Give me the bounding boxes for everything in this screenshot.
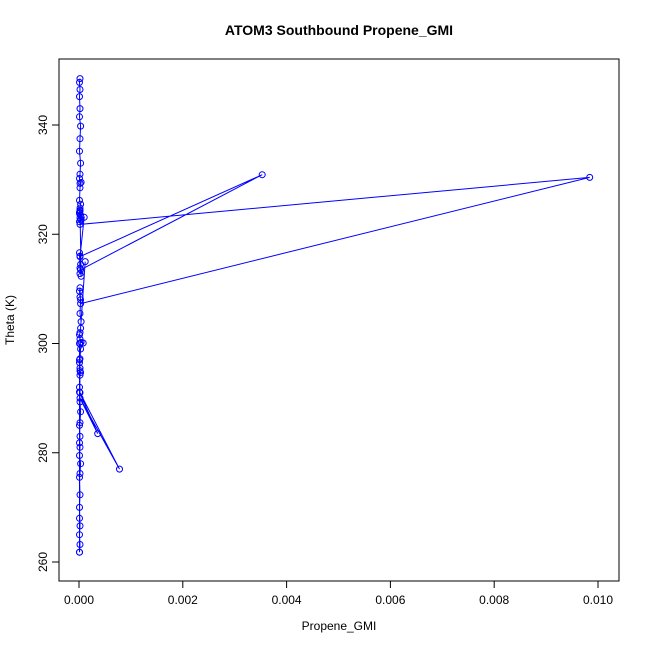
- data-point: [76, 541, 84, 548]
- data-point: [76, 439, 83, 447]
- data-point: [116, 465, 123, 473]
- data-point: [77, 460, 85, 468]
- x-tick-label: 0.002: [168, 593, 198, 607]
- x-ticks: 0.000 0.002 0.004 0.006 0.008 0.010: [64, 581, 613, 607]
- data-point: [77, 211, 85, 219]
- data-point: [76, 470, 84, 477]
- data-point: [76, 522, 84, 530]
- x-tick-label: 0.006: [375, 593, 405, 607]
- data-point: [76, 394, 84, 402]
- data-point: [76, 86, 84, 93]
- y-tick-label: 320: [36, 224, 50, 244]
- data-point: [76, 310, 84, 317]
- data-point: [76, 179, 84, 187]
- y-tick-label: 300: [36, 333, 50, 353]
- data-point: [76, 473, 83, 481]
- data-point: [586, 173, 594, 181]
- data-point: [76, 135, 84, 143]
- series-layer: [76, 75, 594, 556]
- data-point: [258, 171, 266, 179]
- series-line: [78, 78, 590, 553]
- data-point: [76, 421, 83, 429]
- data-point: [76, 210, 83, 217]
- data-point: [76, 371, 84, 379]
- y-tick-label: 260: [36, 552, 50, 572]
- data-point: [76, 293, 84, 301]
- data-point: [76, 364, 84, 372]
- data-point: [76, 105, 84, 113]
- data-point: [76, 531, 83, 539]
- data-point: [76, 548, 83, 556]
- data-point: [76, 284, 84, 292]
- data-point: [77, 122, 85, 130]
- x-tick-label: 0.004: [272, 593, 302, 607]
- data-point: [76, 389, 84, 397]
- data-point: [76, 514, 83, 522]
- data-point: [76, 491, 84, 499]
- x-tick-label: 0.000: [64, 593, 94, 607]
- data-point: [76, 443, 84, 451]
- x-tick-label: 0.008: [479, 593, 509, 607]
- data-point: [76, 432, 84, 440]
- data-point: [76, 218, 83, 226]
- data-point: [76, 220, 84, 228]
- data-point: [76, 252, 84, 260]
- y-axis-label: Theta (K): [3, 295, 17, 345]
- data-point: [76, 196, 83, 204]
- data-point: [76, 93, 83, 101]
- data-point: [76, 170, 84, 178]
- data-point: [76, 175, 83, 182]
- y-tick-label: 280: [36, 442, 50, 462]
- data-point: [79, 339, 87, 347]
- data-point: [76, 206, 84, 214]
- data-point: [77, 300, 85, 308]
- chart-title: ATOM3 Southbound Propene_GMI: [225, 22, 453, 38]
- x-tick-label: 0.010: [583, 593, 613, 607]
- data-point: [76, 184, 84, 192]
- data-point: [77, 324, 85, 332]
- data-point: [76, 75, 84, 83]
- y-ticks: 260 280 300 320 340: [36, 115, 59, 572]
- data-point: [77, 408, 85, 416]
- data-point: [77, 318, 85, 326]
- data-point: [77, 369, 85, 376]
- data-point: [76, 356, 83, 364]
- data-point: [76, 452, 83, 459]
- data-point: [94, 430, 102, 438]
- plot-frame: [58, 58, 620, 582]
- data-point: [77, 216, 85, 224]
- data-point: [76, 249, 83, 257]
- data-point: [77, 159, 85, 167]
- data-point: [76, 398, 84, 406]
- data-point: [77, 296, 85, 304]
- data-point: [76, 503, 83, 511]
- data-point: [76, 113, 83, 121]
- data-point: [76, 331, 83, 339]
- x-axis-label: Propene_GMI: [302, 619, 377, 633]
- data-point: [77, 272, 85, 280]
- data-point: [81, 258, 89, 266]
- data-point: [76, 340, 83, 347]
- data-point: [76, 78, 83, 86]
- data-point: [76, 419, 84, 427]
- y-tick-label: 340: [36, 115, 50, 135]
- data-point: [76, 147, 83, 155]
- data-point: [76, 264, 84, 272]
